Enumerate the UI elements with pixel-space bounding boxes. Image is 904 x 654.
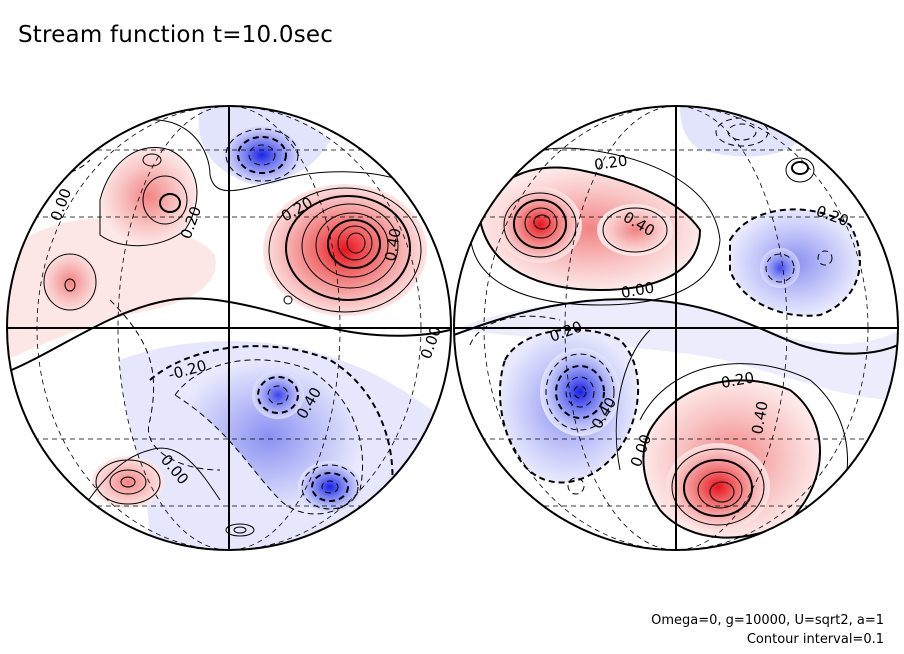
right-negative-core-west: [540, 348, 620, 436]
left-positive-lobe-northwest: [100, 147, 197, 246]
right-positive-core-southeast: [666, 443, 770, 531]
right-label-4: 0.00: [620, 278, 656, 302]
plot-title: Stream function t=10.0sec: [18, 22, 334, 48]
right-label-8: 0.20: [720, 368, 756, 392]
left-positive-cell-west: [40, 250, 100, 314]
right-hemisphere: [454, 106, 898, 550]
right-label-9: 0.40: [748, 400, 772, 436]
left-positive-cell-southwest: [92, 456, 164, 508]
right-axes: [454, 106, 898, 550]
footer-contour-interval: Contour interval=0.1: [746, 632, 884, 647]
left-axes: [7, 106, 451, 550]
left-hemisphere: [7, 106, 451, 550]
left-negative-center-mid: [252, 371, 304, 419]
right-label-1: 0.20: [593, 151, 629, 173]
left-label-4: 0.40: [381, 227, 405, 263]
right-positive-contours: [454, 147, 898, 541]
right-negative-region-north: [680, 106, 800, 157]
left-hemisphere-outline: [6, 105, 452, 551]
left-negative-cell-north: [222, 125, 302, 185]
right-hemisphere-outline: [453, 105, 899, 551]
right-negative-contours: [469, 117, 861, 495]
left-negative-center-south: [298, 461, 362, 513]
right-positive-core-northwest: [498, 187, 582, 263]
left-positive-contours: [7, 119, 451, 541]
footer-parameters: Omega=0, g=10000, U=sqrt2, a=1: [651, 613, 884, 628]
left-negative-contours: [29, 128, 394, 515]
